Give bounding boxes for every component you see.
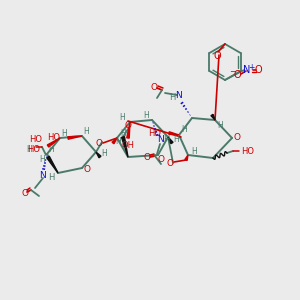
Text: H: H (191, 146, 197, 155)
Polygon shape (122, 136, 128, 157)
Text: N: N (175, 92, 182, 100)
Text: H: H (39, 154, 45, 164)
Text: O: O (233, 134, 241, 142)
Polygon shape (47, 138, 60, 147)
Text: N: N (243, 65, 251, 75)
Text: O: O (95, 139, 103, 148)
Text: H: H (83, 127, 89, 136)
Text: H: H (120, 130, 126, 139)
Text: H: H (48, 173, 54, 182)
Text: H: H (169, 94, 175, 103)
Polygon shape (169, 132, 179, 135)
Text: +: + (248, 62, 254, 71)
Text: O: O (151, 83, 158, 92)
Text: H: H (115, 137, 121, 146)
Text: HO: HO (29, 136, 43, 145)
Polygon shape (185, 155, 188, 160)
Polygon shape (68, 136, 82, 139)
Text: H: H (217, 121, 223, 130)
Polygon shape (127, 122, 130, 138)
Polygon shape (47, 156, 58, 173)
Polygon shape (96, 152, 101, 158)
Polygon shape (168, 137, 173, 144)
Text: O: O (143, 154, 151, 163)
Text: H: H (173, 136, 179, 145)
Polygon shape (211, 114, 215, 120)
Polygon shape (112, 138, 117, 144)
Text: N: N (40, 172, 46, 181)
Text: −: − (230, 68, 236, 76)
Text: O: O (22, 188, 28, 197)
Text: HO: HO (241, 146, 254, 155)
Text: H: H (48, 146, 54, 154)
Text: O: O (158, 154, 164, 164)
Text: HO: HO (47, 134, 60, 142)
Text: H: H (163, 136, 169, 145)
Text: H: H (119, 113, 125, 122)
Text: H: H (26, 146, 32, 154)
Text: O: O (213, 51, 221, 61)
Text: O: O (83, 166, 91, 175)
Text: H: H (143, 110, 149, 119)
Text: O: O (124, 121, 131, 130)
Text: H: H (181, 124, 187, 134)
Text: N: N (157, 136, 164, 145)
Text: HO: HO (148, 128, 161, 137)
Text: H: H (61, 128, 67, 137)
Text: O: O (233, 70, 241, 80)
Text: O: O (254, 65, 262, 75)
Text: O: O (167, 158, 173, 167)
Text: HO: HO (27, 146, 40, 154)
Text: OH: OH (122, 142, 134, 151)
Text: H: H (101, 149, 107, 158)
